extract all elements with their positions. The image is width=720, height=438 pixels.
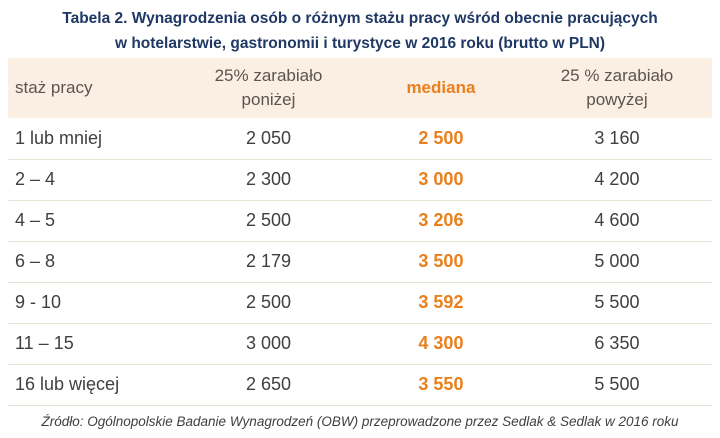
salary-table: staż pracy 25% zarabiało poniżej mediana… [8, 58, 712, 406]
table-title: Tabela 2. Wynagrodzenia osób o różnym st… [0, 0, 720, 56]
header-25-below-line-1: 25% zarabiało [214, 66, 323, 85]
table-header-row: staż pracy 25% zarabiało poniżej mediana… [8, 58, 712, 118]
tenure-cell: 16 lub więcej [8, 364, 177, 406]
tenure-cell: 11 – 15 [8, 323, 177, 365]
median-cell: 3 206 [359, 200, 522, 242]
median-cell: 3 592 [359, 282, 522, 324]
below-cell: 2 500 [176, 282, 360, 324]
table-title-line-2: w hotelarstwie, gastronomii i turystyce … [114, 35, 606, 52]
table-row: 16 lub więcej 2 650 3 550 5 500 [8, 364, 712, 406]
median-cell: 3 500 [359, 241, 522, 283]
above-cell: 5 500 [521, 364, 712, 406]
median-cell: 3 550 [359, 364, 522, 406]
tenure-cell: 2 – 4 [8, 159, 177, 201]
tenure-cell: 4 – 5 [8, 200, 177, 242]
above-cell: 3 160 [521, 118, 712, 160]
below-cell: 2 300 [176, 159, 360, 201]
median-cell: 3 000 [359, 159, 522, 201]
above-cell: 4 600 [521, 200, 712, 242]
tenure-cell: 1 lub mniej [8, 118, 177, 160]
table-row: 2 – 4 2 300 3 000 4 200 [8, 159, 712, 201]
header-25-above: 25 % zarabiało powyżej [521, 58, 712, 118]
median-cell: 2 500 [359, 118, 522, 160]
header-median: mediana [359, 58, 522, 118]
header-25-above-line-2: powyżej [586, 90, 648, 109]
source-note: Źródło: Ogólnopolskie Badanie Wynagrodze… [41, 413, 679, 429]
table-row: 9 - 10 2 500 3 592 5 500 [8, 282, 712, 324]
header-tenure: staż pracy [8, 58, 177, 118]
header-25-above-line-1: 25 % zarabiało [560, 66, 674, 85]
tenure-cell: 6 – 8 [8, 241, 177, 283]
below-cell: 2 500 [176, 200, 360, 242]
header-25-below: 25% zarabiało poniżej [176, 58, 360, 118]
table-title-line-1: Tabela 2. Wynagrodzenia osób o różnym st… [62, 10, 658, 27]
tenure-cell: 9 - 10 [8, 282, 177, 324]
below-cell: 2 050 [176, 118, 360, 160]
below-cell: 3 000 [176, 323, 360, 365]
above-cell: 4 200 [521, 159, 712, 201]
above-cell: 6 350 [521, 323, 712, 365]
table-row: 1 lub mniej 2 050 2 500 3 160 [8, 118, 712, 160]
below-cell: 2 179 [176, 241, 360, 283]
table-row: 11 – 15 3 000 4 300 6 350 [8, 323, 712, 365]
median-cell: 4 300 [359, 323, 522, 365]
above-cell: 5 500 [521, 282, 712, 324]
above-cell: 5 000 [521, 241, 712, 283]
table-row: 4 – 5 2 500 3 206 4 600 [8, 200, 712, 242]
header-25-below-line-2: poniżej [241, 90, 296, 109]
table-row: 6 – 8 2 179 3 500 5 000 [8, 241, 712, 283]
below-cell: 2 650 [176, 364, 360, 406]
